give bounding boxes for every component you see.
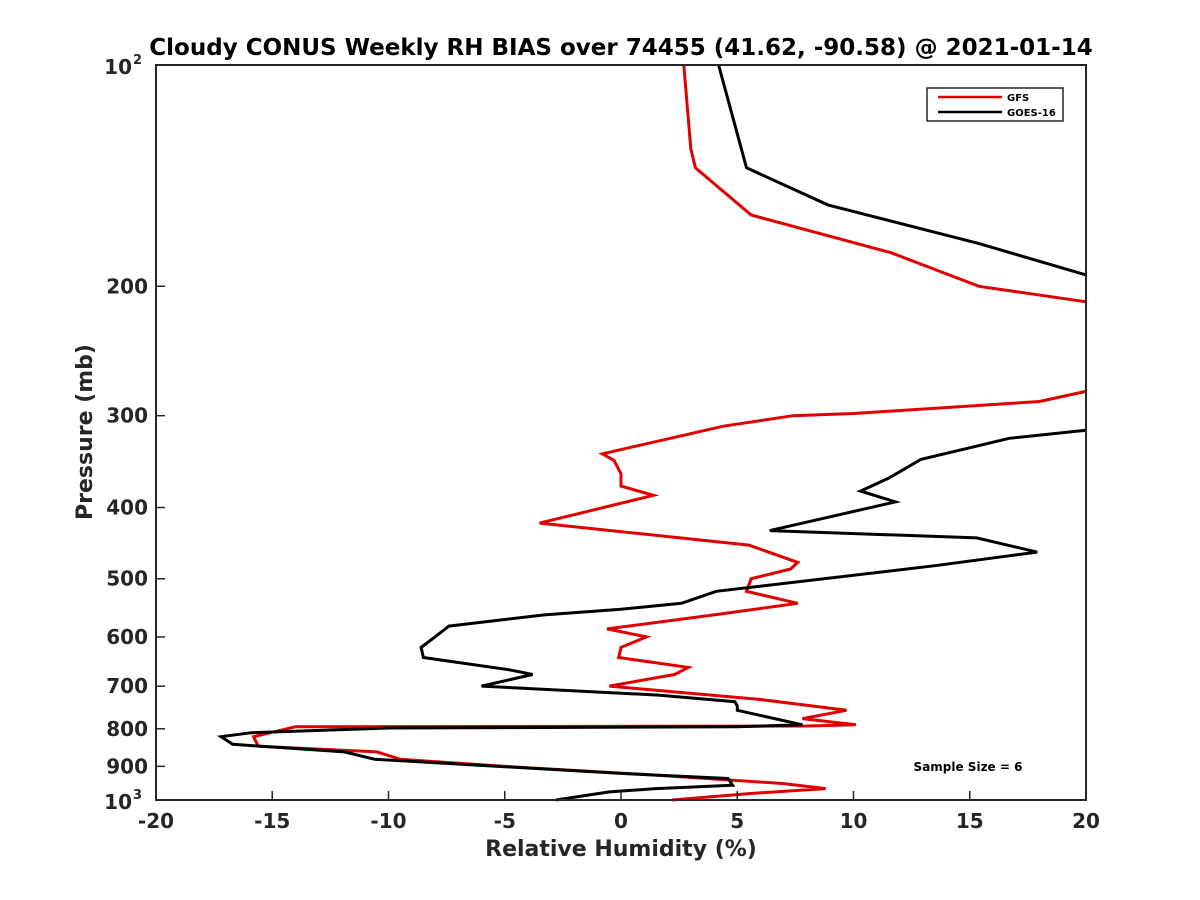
- series-line-goes-16-segment-2: [216, 428, 1087, 802]
- y-tick-label: 400: [106, 496, 148, 520]
- legend-label-gfs: GFS: [1007, 93, 1029, 104]
- series-line-gfs-segment-1: [682, 64, 1087, 304]
- y-tick-label: 800: [106, 717, 148, 741]
- x-tick-label: 15: [956, 809, 984, 833]
- y-tick-label: 600: [106, 625, 148, 649]
- x-tick-label: -15: [254, 809, 290, 833]
- y-tick-label: 300: [106, 404, 148, 428]
- series-line-gfs-segment-2: [251, 389, 1087, 802]
- y-tick-label: 10 2: [104, 53, 142, 79]
- x-tick-label: 10: [840, 809, 868, 833]
- y-tick-label: 900: [106, 754, 148, 778]
- x-tick-label: 5: [730, 809, 744, 833]
- legend: GFS GOES-16: [926, 87, 1064, 122]
- legend-label-goes-16: GOES-16: [1007, 108, 1056, 119]
- x-tick-label: -20: [138, 809, 174, 833]
- y-tick-label: 10 3: [104, 788, 142, 814]
- x-tick-label: 20: [1072, 809, 1100, 833]
- series-layer: [216, 64, 1087, 802]
- y-tick-label: 500: [106, 567, 148, 591]
- chart-title: Cloudy CONUS Weekly RH BIAS over 74455 (…: [149, 35, 1092, 61]
- y-tick-label: 200: [106, 274, 148, 298]
- x-axis-ticks: -20 -15 -10 -5 0 5 10 15 20: [138, 791, 1100, 833]
- x-axis-label: Relative Humidity (%): [485, 837, 757, 862]
- series-line-goes-16-segment-1: [717, 64, 1087, 277]
- x-tick-label: 0: [614, 809, 628, 833]
- y-tick-exponent: 2: [133, 53, 142, 68]
- y-tick-base: 10: [104, 55, 132, 79]
- legend-box: [926, 87, 1064, 122]
- x-tick-label: -5: [494, 809, 516, 833]
- y-axis-label: Pressure (mb): [73, 344, 98, 520]
- sample-size-annotation: Sample Size = 6: [914, 760, 1023, 774]
- y-tick-label: 700: [106, 674, 148, 698]
- x-tick-label: -10: [370, 809, 406, 833]
- y-tick-base: 10: [104, 790, 132, 814]
- y-tick-exponent: 3: [133, 788, 142, 803]
